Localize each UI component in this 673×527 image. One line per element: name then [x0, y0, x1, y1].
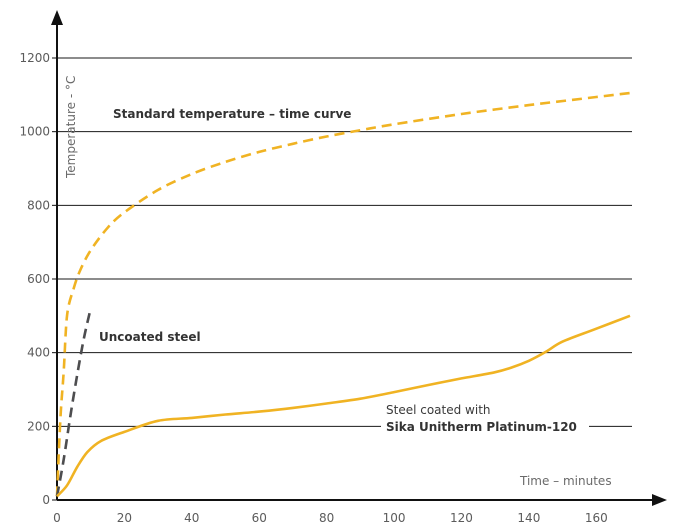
x-tick-label: 80 [319, 511, 334, 525]
y-tick-label: 1200 [19, 51, 50, 65]
y-tick-label: 800 [27, 198, 50, 212]
grid-lines [52, 57, 632, 501]
y-tick-label: 200 [27, 419, 50, 433]
x-axis-arrow-icon [652, 494, 667, 506]
y-axis-title: Temperature - °C [64, 76, 78, 179]
y-tick-labels: 0 200 400 600 800 1000 1200 [19, 51, 50, 507]
y-tick-label: 1000 [19, 125, 50, 139]
x-tick-label: 20 [117, 511, 132, 525]
standard-label-bg [108, 103, 348, 123]
uncoated-label-bg [94, 326, 204, 346]
y-tick-label: 400 [27, 346, 50, 360]
coated-steel-curve [56, 314, 631, 498]
coated-label-bg [381, 416, 589, 436]
series-layer [55, 91, 631, 498]
x-axis-title: Time – minutes [519, 474, 612, 488]
x-tick-labels: 0 20 40 60 80 100 120 140 160 [53, 511, 608, 525]
x-tick-label: 140 [517, 511, 540, 525]
x-tick-label: 120 [450, 511, 473, 525]
uncoated-steel-label: Uncoated steel [99, 330, 201, 344]
coated-label-line2: Sika Unitherm Platinum-120 [386, 420, 577, 434]
x-tick-label: 160 [585, 511, 608, 525]
uncoated-steel-curve [55, 308, 92, 497]
y-tick-label: 600 [27, 272, 50, 286]
x-tick-label: 0 [53, 511, 61, 525]
standard-temperature-curve [55, 91, 631, 497]
x-tick-label: 100 [383, 511, 406, 525]
standard-curve-label: Standard temperature – time curve [113, 107, 351, 121]
coated-label-line1: Steel coated with [386, 403, 491, 417]
x-tick-label: 40 [184, 511, 199, 525]
x-tick-label: 60 [252, 511, 267, 525]
y-tick-label: 0 [42, 493, 50, 507]
y-axis-arrow-icon [51, 10, 63, 25]
